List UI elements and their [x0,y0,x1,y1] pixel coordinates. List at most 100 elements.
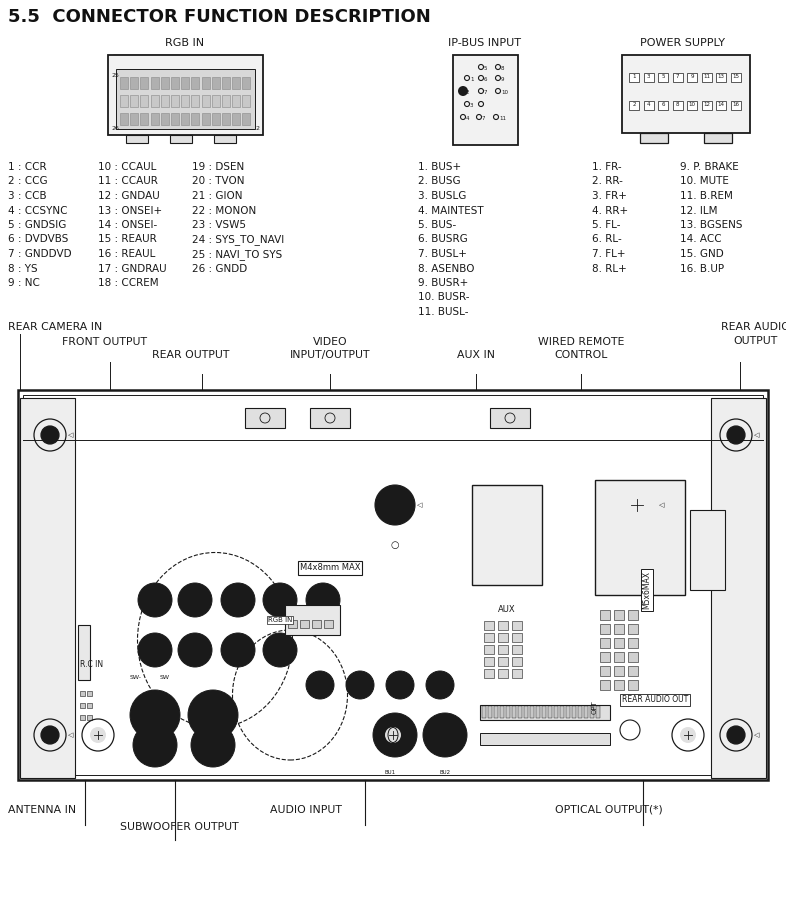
Text: 1. FR-: 1. FR- [592,162,622,172]
Bar [518,706,522,718]
Bar [622,55,750,133]
Bar [141,113,149,125]
Circle shape [312,589,334,611]
Bar [628,666,638,676]
Bar [548,706,552,718]
Bar [222,95,230,107]
Text: 11 : CCAUR: 11 : CCAUR [98,176,158,186]
Circle shape [232,594,244,606]
Bar [614,652,624,662]
Bar [300,620,309,628]
Text: 10 : CCAUL: 10 : CCAUL [98,162,156,172]
Bar [596,706,600,718]
Bar [711,398,766,778]
Circle shape [263,583,297,617]
Text: M5x6MAX: M5x6MAX [642,571,652,609]
Circle shape [380,721,410,749]
Bar [120,77,128,89]
Circle shape [144,639,166,661]
Bar [211,113,220,125]
Circle shape [431,676,449,694]
Bar [614,610,624,620]
Bar [171,77,179,89]
Bar [590,706,594,718]
Text: FR: FR [151,585,159,590]
Text: 22 : MONON: 22 : MONON [192,205,256,215]
Bar [542,706,546,718]
Bar [530,706,534,718]
Text: 16 : REAUL: 16 : REAUL [98,249,156,259]
Text: 17 : GNDRAU: 17 : GNDRAU [98,264,167,274]
Text: ◁: ◁ [754,732,759,738]
Bar [595,480,685,595]
Circle shape [133,723,177,767]
Text: 11: 11 [703,74,710,79]
Text: 3: 3 [470,103,473,108]
Bar [141,95,149,107]
Bar [524,706,528,718]
Bar [498,657,508,666]
Circle shape [205,737,221,753]
Text: OUTPUT: OUTPUT [733,336,777,346]
Bar [108,55,263,135]
Circle shape [351,676,369,694]
Text: RGB IN: RGB IN [268,617,292,623]
Bar [480,705,610,720]
Circle shape [90,727,106,743]
Circle shape [435,680,445,690]
Text: 15 : REAUR: 15 : REAUR [98,235,156,245]
Bar [554,706,558,718]
Text: 13 : ONSEI+: 13 : ONSEI+ [98,205,162,215]
Bar [161,95,169,107]
Text: 12. ILM: 12. ILM [680,205,718,215]
Bar [182,95,189,107]
Text: 9 : NC: 9 : NC [8,278,40,288]
Circle shape [227,589,249,611]
Bar [644,73,653,82]
Circle shape [395,680,405,690]
Bar [87,703,92,708]
Text: 23 : VSW5: 23 : VSW5 [192,220,246,230]
Bar [80,715,85,720]
Text: 11: 11 [499,116,506,121]
Circle shape [315,680,325,690]
Circle shape [269,589,291,611]
Circle shape [41,726,59,744]
Text: 8: 8 [676,102,679,107]
Circle shape [317,594,329,606]
Text: 6: 6 [484,77,487,82]
Text: 5.5  CONNECTOR FUNCTION DESCRIPTION: 5.5 CONNECTOR FUNCTION DESCRIPTION [8,8,431,26]
Bar [312,620,321,628]
Bar [87,691,92,696]
Bar [628,638,638,648]
Circle shape [306,671,334,699]
Circle shape [375,485,415,525]
Text: 25: 25 [111,73,119,78]
Text: INPUT/OUTPUT: INPUT/OUTPUT [290,350,370,360]
Bar [20,398,75,778]
Bar [658,101,668,110]
Text: VIDEO: VIDEO [313,337,347,347]
Text: SW-: SW- [130,675,142,680]
Text: 24 : SYS_TO_NAVI: 24 : SYS_TO_NAVI [192,235,285,245]
Bar [584,706,588,718]
Circle shape [727,726,745,744]
Text: REAR AUDIO OUT: REAR AUDIO OUT [622,695,688,704]
Text: 8. ASENBO: 8. ASENBO [418,264,475,274]
Text: SW: SW [160,675,170,680]
Bar [614,624,624,634]
Text: 5 : GNDSIG: 5 : GNDSIG [8,220,66,230]
Bar [214,135,236,143]
Bar [141,77,149,89]
Text: 4: 4 [647,102,650,107]
Text: 6 : DVDVBS: 6 : DVDVBS [8,235,68,245]
Circle shape [274,594,286,606]
Bar [560,706,564,718]
Bar [201,77,210,89]
Bar [658,73,668,82]
Text: POWER SUPPLY: POWER SUPPLY [640,38,725,48]
Bar [701,73,711,82]
Bar [201,113,210,125]
Bar [701,101,711,110]
Circle shape [184,639,206,661]
